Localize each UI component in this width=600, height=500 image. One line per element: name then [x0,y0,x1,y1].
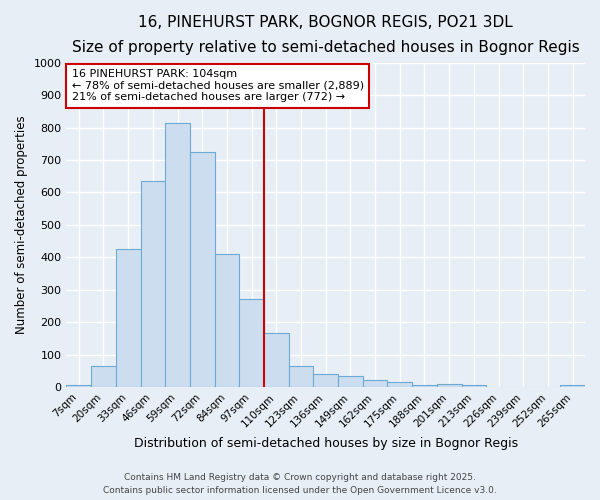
Text: 16 PINEHURST PARK: 104sqm
← 78% of semi-detached houses are smaller (2,889)
21% : 16 PINEHURST PARK: 104sqm ← 78% of semi-… [71,69,364,102]
Bar [289,366,313,387]
Bar [264,334,289,387]
Bar [91,366,116,387]
Bar [388,382,412,387]
Bar [67,384,91,387]
Bar [560,386,585,387]
Bar [116,249,140,387]
Bar [461,386,486,387]
Bar [215,254,239,387]
Text: Contains HM Land Registry data © Crown copyright and database right 2025.
Contai: Contains HM Land Registry data © Crown c… [103,473,497,495]
Bar [313,374,338,387]
Bar [190,152,215,387]
X-axis label: Distribution of semi-detached houses by size in Bognor Regis: Distribution of semi-detached houses by … [134,437,518,450]
Bar [338,376,363,387]
Bar [363,380,388,387]
Y-axis label: Number of semi-detached properties: Number of semi-detached properties [15,116,28,334]
Bar [412,386,437,387]
Bar [140,181,165,387]
Bar [239,300,264,387]
Bar [437,384,461,387]
Bar [165,122,190,387]
Title: 16, PINEHURST PARK, BOGNOR REGIS, PO21 3DL
Size of property relative to semi-det: 16, PINEHURST PARK, BOGNOR REGIS, PO21 3… [72,15,580,54]
